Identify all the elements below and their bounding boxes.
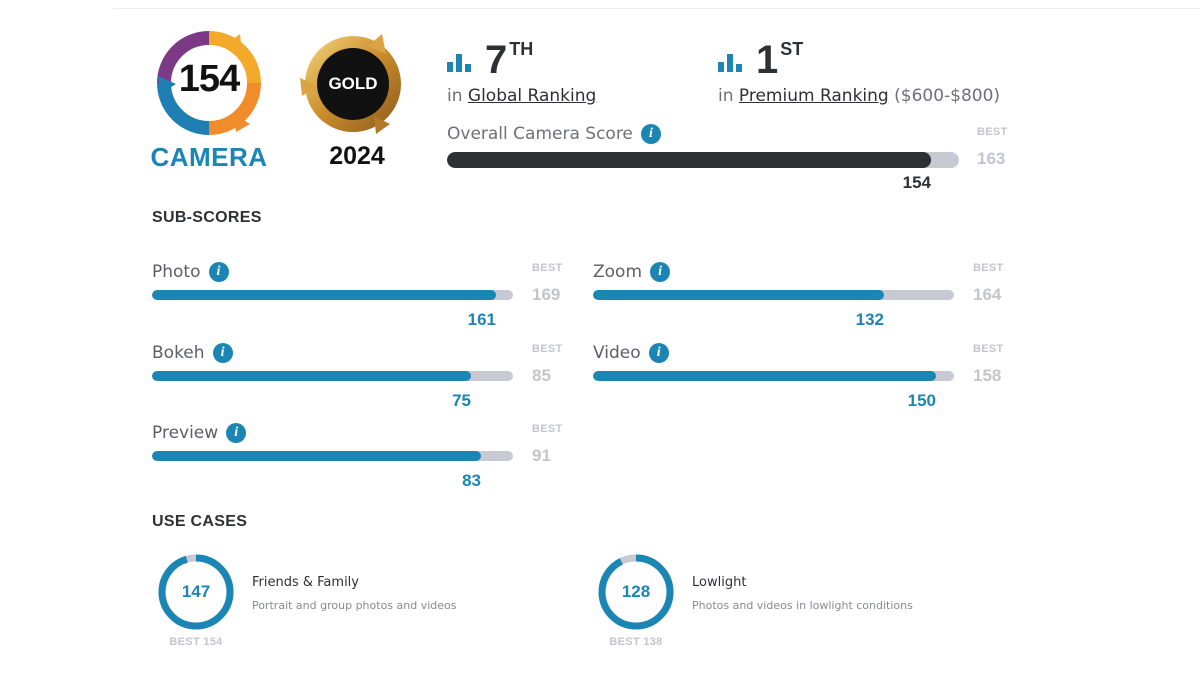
- subscore-track: [152, 451, 513, 461]
- subscore-photo: Photo i BEST 169 161: [152, 262, 572, 342]
- gold-award-label: GOLD: [328, 74, 378, 93]
- overall-score-label-row: Overall Camera Score i: [447, 124, 661, 144]
- subscore-label-row: Zoom i: [593, 262, 671, 282]
- subscore-best-label: BEST: [532, 423, 563, 435]
- subscore-track: [593, 371, 954, 381]
- subscore-fill: [152, 451, 481, 461]
- global-rank-prefix: in: [447, 86, 463, 106]
- subscore-track: [593, 290, 954, 300]
- subscore-value: 75: [452, 391, 471, 410]
- subscore-best-value: 91: [532, 446, 551, 465]
- subscore-best-value: 164: [973, 285, 1002, 304]
- subscore-value: 83: [462, 471, 481, 490]
- overall-score-label: Overall Camera Score: [447, 124, 633, 144]
- usecases-heading: USE CASES: [152, 513, 248, 530]
- dxomark-camera-logo-icon: [157, 31, 261, 135]
- usecase-ring-fill: [598, 554, 674, 630]
- subscore-name: Zoom: [593, 262, 643, 282]
- subscore-value: 150: [907, 391, 936, 410]
- info-icon[interactable]: i: [650, 262, 671, 282]
- overall-best-value: 163: [977, 149, 1006, 168]
- subscore-value: 161: [467, 310, 496, 329]
- usecase-title: Lowlight: [692, 575, 747, 590]
- subscore-bokeh: Bokeh i BEST 85 75: [152, 343, 572, 423]
- award-year: 2024: [329, 142, 385, 170]
- subscore-name: Preview: [152, 423, 219, 443]
- camera-badge-label: CAMERA: [150, 142, 268, 172]
- usecase-description: Photos and videos in lowlight conditions: [692, 599, 913, 612]
- subscore-best-label: BEST: [973, 262, 1004, 274]
- usecase-card: 128 BEST 138 Lowlight Photos and videos in …: [596, 552, 1016, 652]
- subscore-label-row: Bokeh i: [152, 343, 233, 363]
- premium-ranking: 1 ST in Premium Ranking ($600-$800): [718, 38, 1000, 106]
- subscore-name: Video: [593, 343, 641, 363]
- top-divider: [113, 8, 1200, 9]
- usecase-score: 147: [181, 582, 211, 601]
- premium-ranking-link[interactable]: Premium Ranking: [738, 86, 889, 106]
- usecase-ring-fill: [158, 554, 234, 630]
- subscore-preview: Preview i BEST 91 83: [152, 423, 572, 503]
- overall-score-track: [447, 152, 959, 168]
- ranking-bars-icon: [447, 54, 471, 72]
- premium-rank-prefix: in: [718, 86, 734, 106]
- usecase-description: Portrait and group photos and videos: [252, 599, 457, 612]
- subscore-best-value: 169: [532, 285, 561, 304]
- info-icon[interactable]: i: [226, 423, 247, 443]
- subscore-label-row: Photo i: [152, 262, 229, 282]
- subscore-fill: [593, 371, 936, 381]
- subscore-label-row: Preview i: [152, 423, 247, 443]
- usecase-ring: [158, 554, 234, 630]
- global-ranking-link[interactable]: Global Ranking: [467, 86, 597, 106]
- info-icon[interactable]: i: [640, 124, 661, 144]
- subscore-best-label: BEST: [532, 262, 563, 274]
- ranking-bars-icon: [718, 54, 742, 72]
- subscore-name: Bokeh: [152, 343, 205, 363]
- subscore-track: [152, 371, 513, 381]
- subscore-best-label: BEST: [973, 343, 1004, 355]
- subscore-fill: [152, 371, 471, 381]
- subscore-label-row: Video i: [593, 343, 669, 363]
- info-icon[interactable]: i: [212, 343, 233, 363]
- subscores-heading: SUB-SCORES: [152, 209, 262, 226]
- subscore-name: Photo: [152, 262, 201, 282]
- overall-score-value: 154: [902, 173, 931, 192]
- info-icon[interactable]: i: [648, 343, 669, 363]
- subscore-track: [152, 290, 513, 300]
- subscore-best-value: 158: [973, 366, 1002, 385]
- usecase-best: BEST 138: [609, 636, 663, 648]
- subscore-best-label: BEST: [532, 343, 563, 355]
- usecase-title: Friends & Family: [252, 575, 359, 590]
- premium-rank-number: 1: [756, 38, 779, 82]
- gold-award-icon: [300, 34, 401, 134]
- subscore-value: 132: [855, 310, 884, 329]
- global-rank-suffix: TH: [509, 39, 534, 59]
- global-ranking: 7 TH in Global Ranking: [447, 38, 596, 106]
- subscore-fill: [593, 290, 884, 300]
- usecase-ring: [598, 554, 674, 630]
- usecase-score: 128: [621, 582, 651, 601]
- info-icon[interactable]: i: [208, 262, 229, 282]
- usecase-card: 147 BEST 154 Friends & Family Portrait and …: [156, 552, 576, 652]
- subscore-video: Video i BEST 158 150: [593, 343, 1013, 423]
- usecase-best: BEST 154: [169, 636, 223, 648]
- camera-score-badge-value: 154: [178, 58, 240, 100]
- overall-score-fill: [447, 152, 931, 168]
- subscore-zoom: Zoom i BEST 164 132: [593, 262, 1013, 342]
- overall-best-label: BEST: [977, 126, 1008, 138]
- premium-rank-suffix: ST: [780, 39, 804, 59]
- premium-price-range: ($600-$800): [894, 86, 1001, 106]
- global-rank-number: 7: [485, 38, 508, 82]
- subscore-fill: [152, 290, 496, 300]
- subscore-best-value: 85: [532, 366, 551, 385]
